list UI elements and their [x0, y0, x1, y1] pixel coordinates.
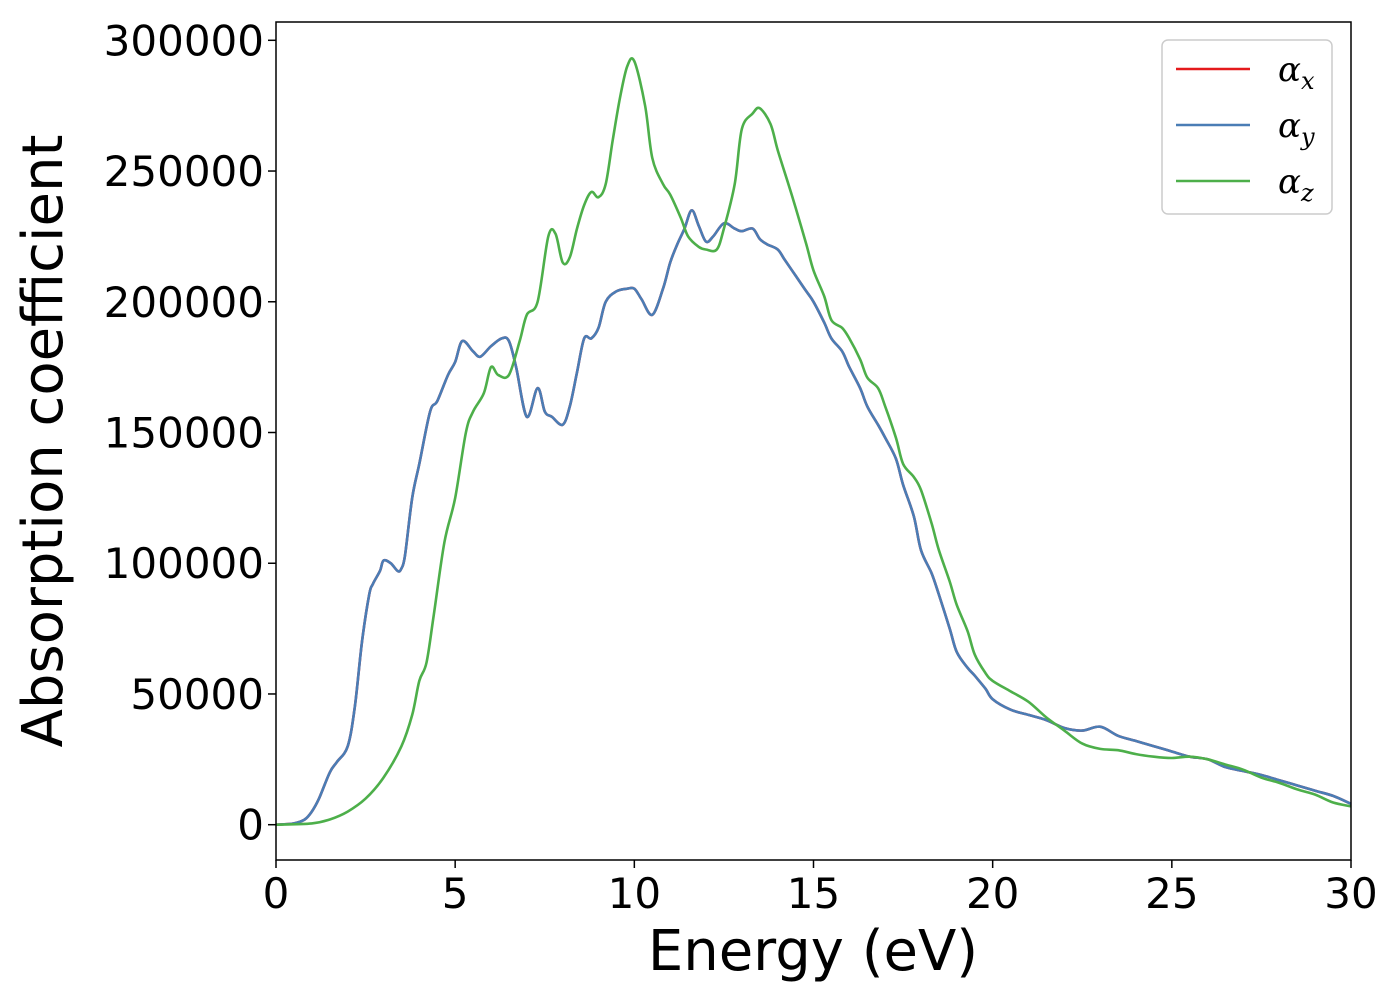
x-tick-label: 10 — [608, 869, 661, 918]
x-tick-label: 5 — [442, 869, 469, 918]
x-tick-label: 15 — [787, 869, 840, 918]
x-axis-label: Energy (eV) — [648, 919, 978, 984]
y-tick-label: 100000 — [104, 539, 264, 588]
x-tick-label: 30 — [1324, 869, 1377, 918]
x-tick-label: 0 — [263, 869, 290, 918]
legend-subscript: x — [1301, 67, 1315, 95]
y-tick-label: 150000 — [104, 409, 264, 458]
x-tick-label: 20 — [966, 869, 1019, 918]
legend-subscript: y — [1300, 123, 1315, 151]
plot-lines — [275, 57, 1352, 826]
y-axis-ticks: 0 50000 100000 150000 200000 250000 300000 — [104, 16, 276, 850]
y-tick-label: 250000 — [104, 147, 264, 196]
y-tick-label: 300000 — [104, 16, 264, 65]
y-tick-label: 200000 — [104, 278, 264, 327]
y-tick-label: 0 — [237, 801, 264, 850]
series-line-alpha-z — [275, 57, 1352, 826]
legend-label-alpha-z: αz — [1278, 162, 1314, 207]
legend-subscript: z — [1300, 179, 1314, 207]
x-axis-ticks: 0 5 10 15 20 25 30 — [263, 860, 1378, 918]
legend-box — [1161, 39, 1333, 215]
y-axis-label: Absorption coefficient — [11, 135, 76, 748]
y-tick-label: 50000 — [130, 670, 264, 719]
x-tick-label: 25 — [1145, 869, 1198, 918]
series-line-alpha-y — [275, 209, 1352, 826]
